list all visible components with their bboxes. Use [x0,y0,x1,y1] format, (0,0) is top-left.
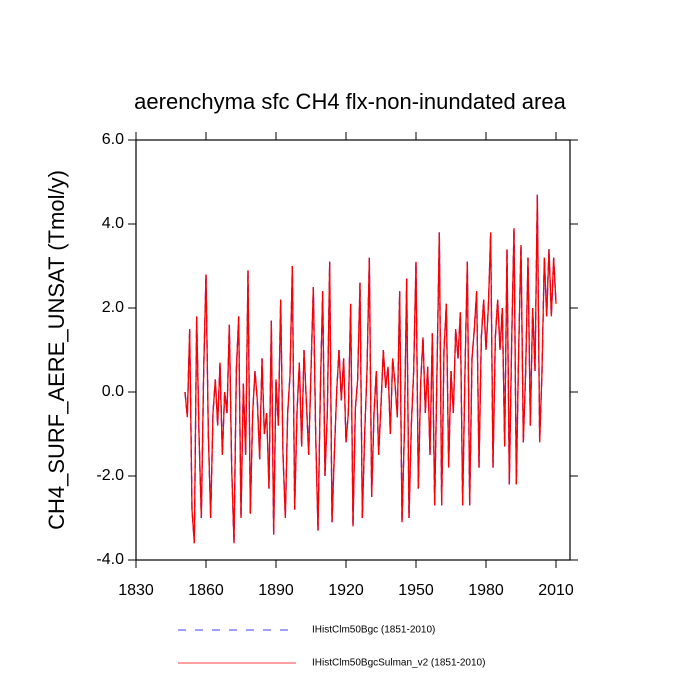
x-tick-label: 1830 [118,582,154,599]
y-tick-label: -2.0 [96,467,124,484]
x-tick-label: 2010 [538,582,574,599]
x-tick-label: 1860 [188,582,224,599]
y-axis-label: CH4_SURF_AERE_UNSAT (Tmol/y) [44,170,69,530]
y-tick-label: 2.0 [102,299,124,316]
x-tick-label: 1920 [328,582,364,599]
y-tick-label: 6.0 [102,131,124,148]
x-tick-label: 1980 [468,582,504,599]
legend-label: IHistClm50Bgc (1851-2010) [312,625,435,636]
y-tick-label: -4.0 [96,551,124,568]
y-tick-label: 0.0 [102,383,124,400]
x-tick-label: 1890 [258,582,294,599]
data-line [184,194,557,544]
legend-label: IHistClm50BgcSulman_v2 (1851-2010) [312,658,485,669]
y-tick-label: 4.0 [102,215,124,232]
x-tick-label: 1950 [398,582,434,599]
plot-frame [135,139,571,561]
chart-title: aerenchyma sfc CH4 flx-non-inundated are… [134,89,566,114]
